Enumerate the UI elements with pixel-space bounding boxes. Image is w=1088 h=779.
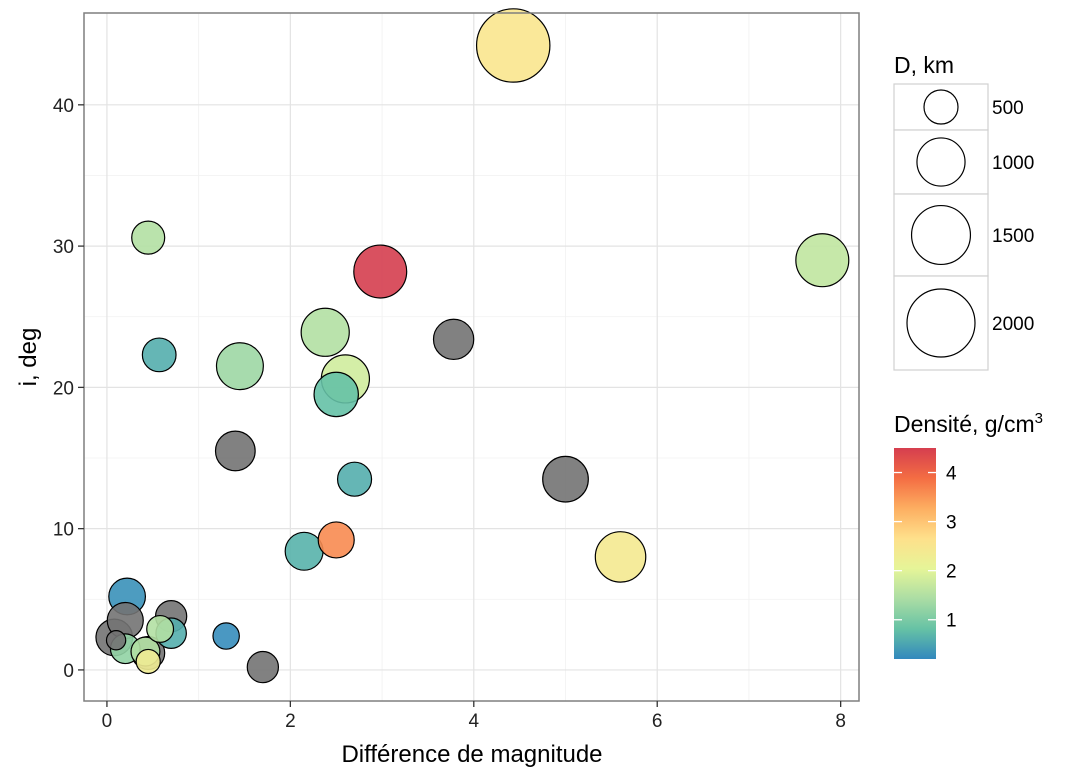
color-legend-title-superscript: 3 — [1035, 410, 1043, 427]
size-legend-label: 1000 — [992, 153, 1034, 174]
data-point — [318, 522, 354, 558]
colorbar-tick-label: 1 — [946, 611, 957, 632]
size-legend-title: D, km — [894, 52, 954, 78]
data-point — [216, 343, 263, 390]
x-tick-label: 4 — [469, 711, 480, 732]
data-point — [136, 649, 160, 673]
x-tick-label: 6 — [652, 711, 663, 732]
data-point — [543, 456, 589, 502]
data-point — [106, 631, 125, 650]
data-point — [338, 462, 372, 496]
colorbar-tick-label: 2 — [946, 562, 957, 583]
size-legend-circle — [924, 90, 958, 124]
data-point — [595, 532, 645, 582]
data-point — [434, 319, 474, 359]
data-point — [213, 623, 239, 649]
y-tick-label: 30 — [53, 237, 74, 258]
data-point — [147, 616, 174, 643]
colorbar-tick-label: 4 — [946, 464, 957, 485]
size-legend-circle — [912, 206, 971, 265]
x-axis-title: Différence de magnitude — [341, 741, 602, 768]
size-legend-circle — [907, 289, 975, 357]
x-tick-label: 2 — [285, 711, 296, 732]
data-point — [142, 338, 176, 372]
y-tick-label: 10 — [53, 520, 74, 541]
colorbar-tick-label: 3 — [946, 513, 957, 534]
size-legend-circle — [917, 138, 965, 186]
data-point — [285, 532, 323, 570]
y-tick-label: 0 — [63, 661, 74, 682]
y-tick-label: 20 — [53, 378, 74, 399]
color-legend-title-text: Densité, g/cm — [894, 411, 1035, 437]
size-legend: D, km 500 1000 1500 2000 — [894, 52, 1034, 370]
data-point — [132, 221, 165, 254]
size-legend-label: 2000 — [992, 314, 1034, 335]
size-legend-label: 1500 — [992, 226, 1034, 247]
data-point — [314, 372, 358, 416]
x-tick-label: 0 — [102, 711, 113, 732]
data-point — [216, 431, 256, 471]
color-legend-title: Densité, g/cm3 — [894, 410, 1043, 437]
color-legend-bar — [894, 448, 936, 659]
plot-panel-border — [84, 13, 859, 701]
data-point — [247, 652, 278, 683]
data-point — [301, 308, 349, 356]
data-point — [354, 245, 407, 298]
x-tick-label: 8 — [835, 711, 846, 732]
data-point — [796, 234, 849, 287]
y-tick-label: 40 — [53, 96, 74, 117]
size-legend-label: 500 — [992, 98, 1024, 119]
data-point — [477, 9, 550, 82]
y-axis-title: i, deg — [15, 328, 42, 387]
